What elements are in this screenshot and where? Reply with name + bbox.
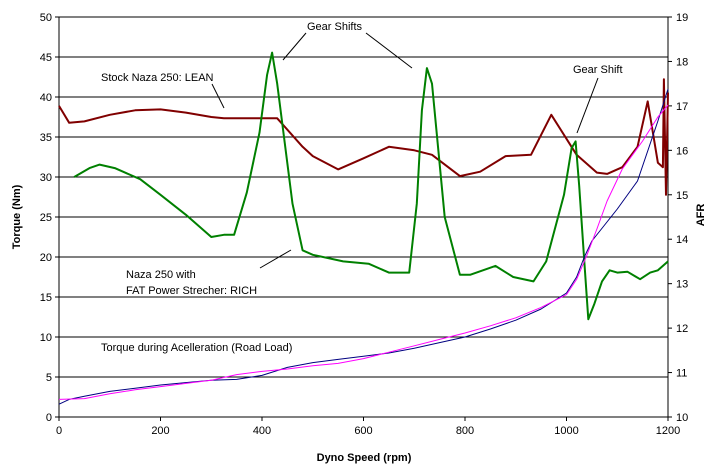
x-tick-label-0: 0 [56, 425, 62, 437]
y-tick-label-4: 20 [40, 252, 52, 264]
y-tick-label-10: 50 [40, 12, 52, 24]
x-tick-label-4: 800 [456, 425, 474, 437]
y2-tick-label-5: 15 [676, 190, 688, 202]
leader-shifts-2 [365, 32, 413, 69]
y2-tick-label-7: 17 [676, 101, 688, 113]
y2-tick-label-2: 12 [676, 323, 688, 335]
x-tick-label-3: 600 [354, 425, 372, 437]
x-tick-label-6: 1200 [656, 425, 680, 437]
series-line-stock_lean [58, 78, 669, 196]
y2-tick-label-1: 11 [676, 368, 687, 380]
annotation-stock-lean: Stock Naza 250: LEAN [101, 72, 214, 84]
y-tick-label-9: 45 [40, 52, 52, 64]
y2-tick-label-0: 10 [676, 412, 688, 424]
annotation-rich-line1: Naza 250 with [126, 269, 196, 281]
annotation-leaders [211, 32, 599, 269]
series-layer [58, 51, 669, 405]
y-tick-label-0: 0 [46, 412, 52, 424]
leader-stock [211, 83, 225, 109]
annotation-rich-line2: FAT Power Strecher: RICH [126, 285, 257, 297]
y-tick-label-3: 15 [40, 292, 52, 304]
y2-tick-label-6: 16 [676, 145, 688, 157]
annotation-gear-shifts: Gear Shifts [307, 21, 363, 33]
annotation-road-load: Torque during Acelleration (Road Load) [101, 342, 292, 354]
leader-rich [259, 249, 292, 269]
leader-shifts-1 [282, 32, 307, 61]
series-line-fat_rich [73, 51, 669, 321]
y-tick-label-1: 5 [46, 372, 52, 384]
y2-tick-label-3: 13 [676, 279, 688, 291]
y-tick-label-7: 35 [40, 132, 52, 144]
series-line-blue_load [58, 88, 669, 405]
annotation-gear-shift: Gear Shift [573, 64, 623, 76]
x-axis-title: Dyno Speed (rpm) [317, 452, 412, 464]
y2-axis-title: AFR [695, 204, 707, 227]
y2-tick-label-4: 14 [676, 234, 688, 246]
y-axis-title: Torque (Nm) [11, 184, 23, 249]
y-tick-label-2: 10 [40, 332, 52, 344]
y-tick-label-8: 40 [40, 92, 52, 104]
y2-tick-label-9: 19 [676, 12, 688, 24]
y-tick-label-5: 25 [40, 212, 52, 224]
axes: 0 5 10 15 20 25 30 35 40 45 50 10 11 12 13 14 15 16 17 18 19… [40, 12, 689, 437]
y-tick-label-6: 30 [40, 172, 52, 184]
x-tick-label-2: 400 [253, 425, 271, 437]
x-tick-label-1: 200 [151, 425, 169, 437]
series-line-magenta_load [58, 104, 669, 400]
leader-shift [576, 77, 599, 134]
y2-tick-label-8: 18 [676, 56, 688, 68]
x-tick-label-5: 1000 [554, 425, 578, 437]
